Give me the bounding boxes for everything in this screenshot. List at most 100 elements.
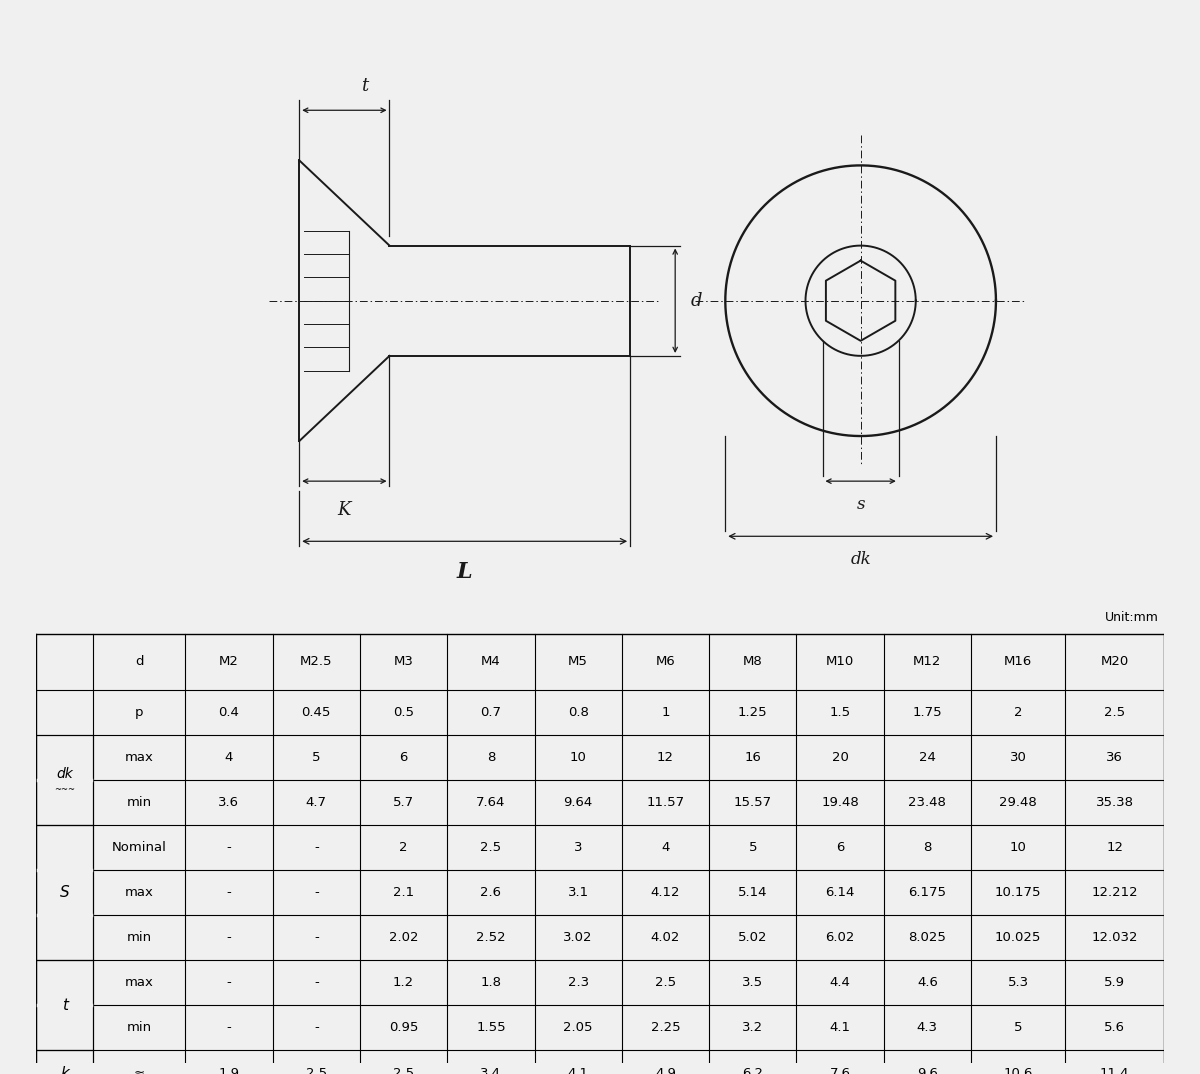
Text: 15.57: 15.57 (733, 796, 772, 809)
Text: p: p (136, 706, 144, 719)
Text: 4.9: 4.9 (655, 1066, 676, 1074)
Text: 6.2: 6.2 (743, 1066, 763, 1074)
Text: L: L (457, 562, 473, 583)
Text: 20: 20 (832, 751, 848, 764)
Text: 7.64: 7.64 (476, 796, 505, 809)
Text: 4.1: 4.1 (829, 1021, 851, 1034)
Text: 4.7: 4.7 (306, 796, 326, 809)
Text: K: K (337, 502, 352, 519)
Text: min: min (127, 796, 152, 809)
Text: M16: M16 (1004, 655, 1032, 668)
Text: 5.6: 5.6 (1104, 1021, 1126, 1034)
Text: 0.45: 0.45 (301, 706, 331, 719)
Text: 6.14: 6.14 (826, 886, 854, 899)
Text: 4.12: 4.12 (650, 886, 680, 899)
Text: 1: 1 (661, 706, 670, 719)
Text: 10: 10 (1009, 841, 1026, 854)
Text: 0.8: 0.8 (568, 706, 589, 719)
Text: 2.25: 2.25 (650, 1021, 680, 1034)
Text: 12.212: 12.212 (1091, 886, 1138, 899)
Text: -: - (314, 1021, 319, 1034)
Text: -: - (314, 931, 319, 944)
Text: ~~~: ~~~ (54, 784, 76, 794)
Text: 0.95: 0.95 (389, 1021, 419, 1034)
Text: max: max (125, 976, 154, 989)
Text: M5: M5 (569, 655, 588, 668)
Text: 12: 12 (1106, 841, 1123, 854)
Text: 6: 6 (400, 751, 408, 764)
Text: 2: 2 (400, 841, 408, 854)
Text: 10: 10 (570, 751, 587, 764)
Text: 8: 8 (923, 841, 931, 854)
Text: M8: M8 (743, 655, 763, 668)
Text: -: - (227, 976, 232, 989)
Text: 4: 4 (661, 841, 670, 854)
Text: dk: dk (56, 767, 73, 781)
Text: -: - (227, 931, 232, 944)
Text: 23.48: 23.48 (908, 796, 947, 809)
Text: 1.55: 1.55 (476, 1021, 505, 1034)
Text: 11.4: 11.4 (1100, 1066, 1129, 1074)
Text: 0.4: 0.4 (218, 706, 240, 719)
Text: 7.6: 7.6 (829, 1066, 851, 1074)
Text: 8.025: 8.025 (908, 931, 947, 944)
Text: 3.5: 3.5 (743, 976, 763, 989)
Text: 2.6: 2.6 (480, 886, 502, 899)
Text: 0.5: 0.5 (394, 706, 414, 719)
Text: 3: 3 (574, 841, 582, 854)
Text: M10: M10 (826, 655, 854, 668)
Text: 3.02: 3.02 (564, 931, 593, 944)
Text: max: max (125, 751, 154, 764)
Text: 0.7: 0.7 (480, 706, 502, 719)
Text: s: s (857, 496, 865, 513)
Text: 29.48: 29.48 (1000, 796, 1037, 809)
Text: min: min (127, 1021, 152, 1034)
Text: Unit:mm: Unit:mm (1104, 611, 1158, 624)
Text: 2.5: 2.5 (480, 841, 502, 854)
Text: -: - (227, 886, 232, 899)
Text: 4.6: 4.6 (917, 976, 938, 989)
Text: 8: 8 (487, 751, 496, 764)
Text: -: - (227, 1021, 232, 1034)
Text: 5.9: 5.9 (1104, 976, 1126, 989)
Text: 10.6: 10.6 (1003, 1066, 1033, 1074)
Text: M4: M4 (481, 655, 500, 668)
Text: 4.1: 4.1 (568, 1066, 589, 1074)
Text: 9.64: 9.64 (564, 796, 593, 809)
Text: 16: 16 (744, 751, 761, 764)
Text: 1.5: 1.5 (829, 706, 851, 719)
Text: 1.2: 1.2 (394, 976, 414, 989)
Text: t: t (361, 77, 368, 96)
Text: M12: M12 (913, 655, 942, 668)
Text: 5.3: 5.3 (1008, 976, 1028, 989)
Text: 6.02: 6.02 (826, 931, 854, 944)
Text: 6.175: 6.175 (908, 886, 947, 899)
Text: 3.6: 3.6 (218, 796, 240, 809)
Text: 5: 5 (312, 751, 320, 764)
Text: M2.5: M2.5 (300, 655, 332, 668)
Text: -: - (314, 841, 319, 854)
Text: 10.025: 10.025 (995, 931, 1042, 944)
Text: 2.5: 2.5 (655, 976, 676, 989)
Text: 3.2: 3.2 (743, 1021, 763, 1034)
Text: 2.5: 2.5 (1104, 706, 1126, 719)
Text: 11.57: 11.57 (647, 796, 684, 809)
Text: max: max (125, 886, 154, 899)
Text: 1.9: 1.9 (218, 1066, 240, 1074)
Text: 2.02: 2.02 (389, 931, 419, 944)
Text: 2.5: 2.5 (394, 1066, 414, 1074)
Text: 5.14: 5.14 (738, 886, 768, 899)
Text: k: k (60, 1065, 70, 1074)
Text: 9.6: 9.6 (917, 1066, 938, 1074)
Text: M20: M20 (1100, 655, 1129, 668)
Text: 36: 36 (1106, 751, 1123, 764)
Text: d: d (690, 292, 702, 309)
Text: M2: M2 (220, 655, 239, 668)
Text: -: - (314, 976, 319, 989)
Text: 2.5: 2.5 (306, 1066, 326, 1074)
Text: 24: 24 (919, 751, 936, 764)
Text: 5.02: 5.02 (738, 931, 768, 944)
Text: 5.7: 5.7 (394, 796, 414, 809)
Text: M3: M3 (394, 655, 414, 668)
Text: 10.175: 10.175 (995, 886, 1042, 899)
